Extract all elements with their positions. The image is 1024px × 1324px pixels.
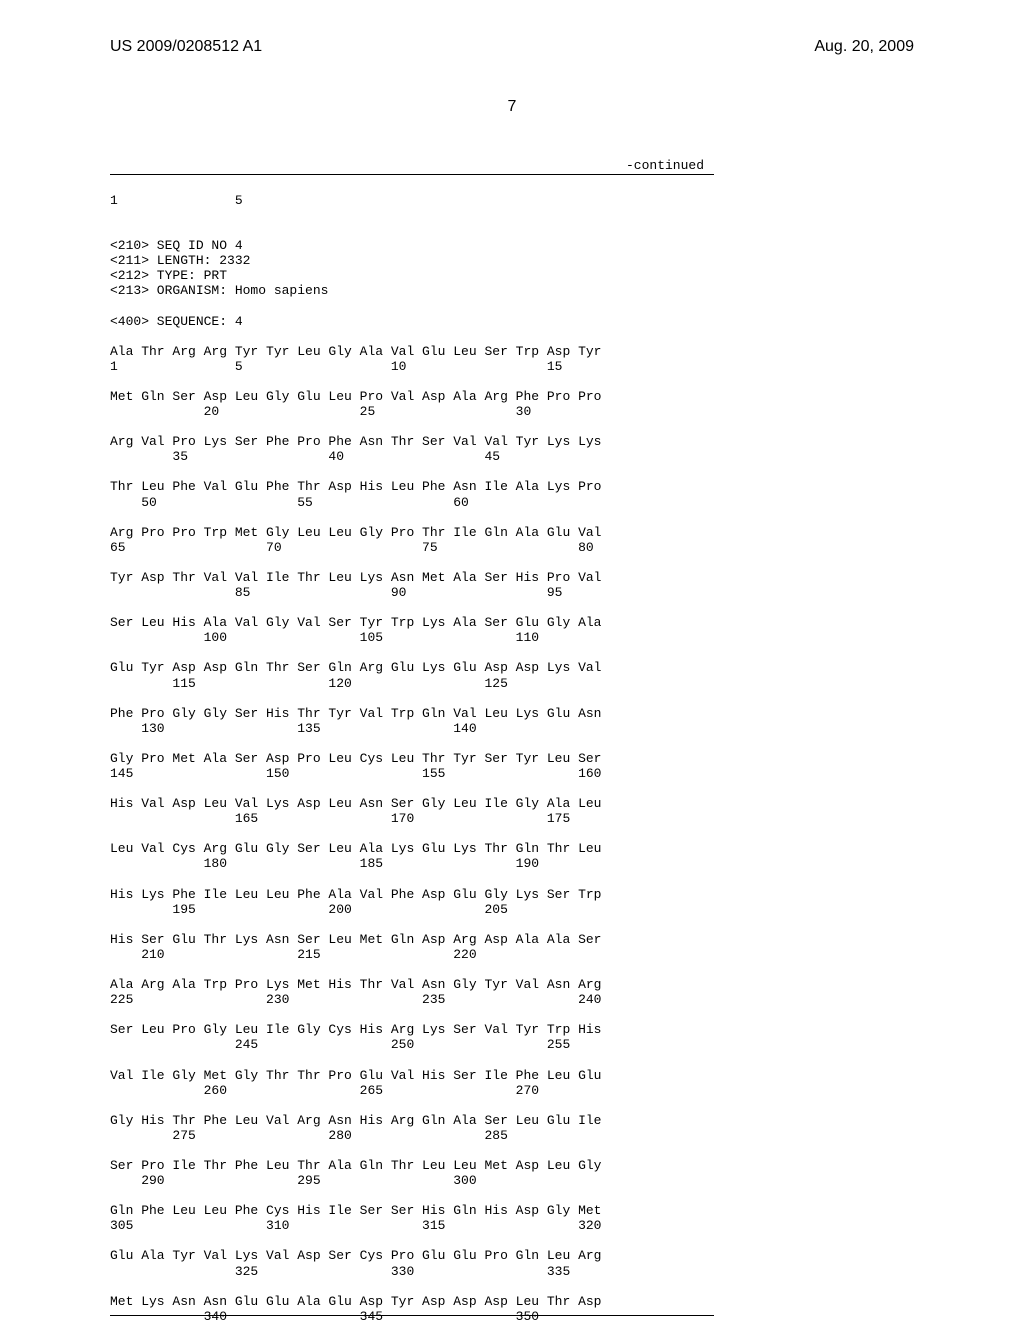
continued-label: -continued	[626, 158, 704, 173]
sequence-listing: 1 5 <210> SEQ ID NO 4 <211> LENGTH: 2332…	[110, 193, 601, 1324]
page-number: 7	[0, 98, 1024, 116]
rule-top	[110, 174, 714, 175]
publication-date: Aug. 20, 2009	[814, 38, 914, 56]
rule-bottom	[110, 1315, 714, 1316]
publication-number: US 2009/0208512 A1	[110, 38, 262, 56]
